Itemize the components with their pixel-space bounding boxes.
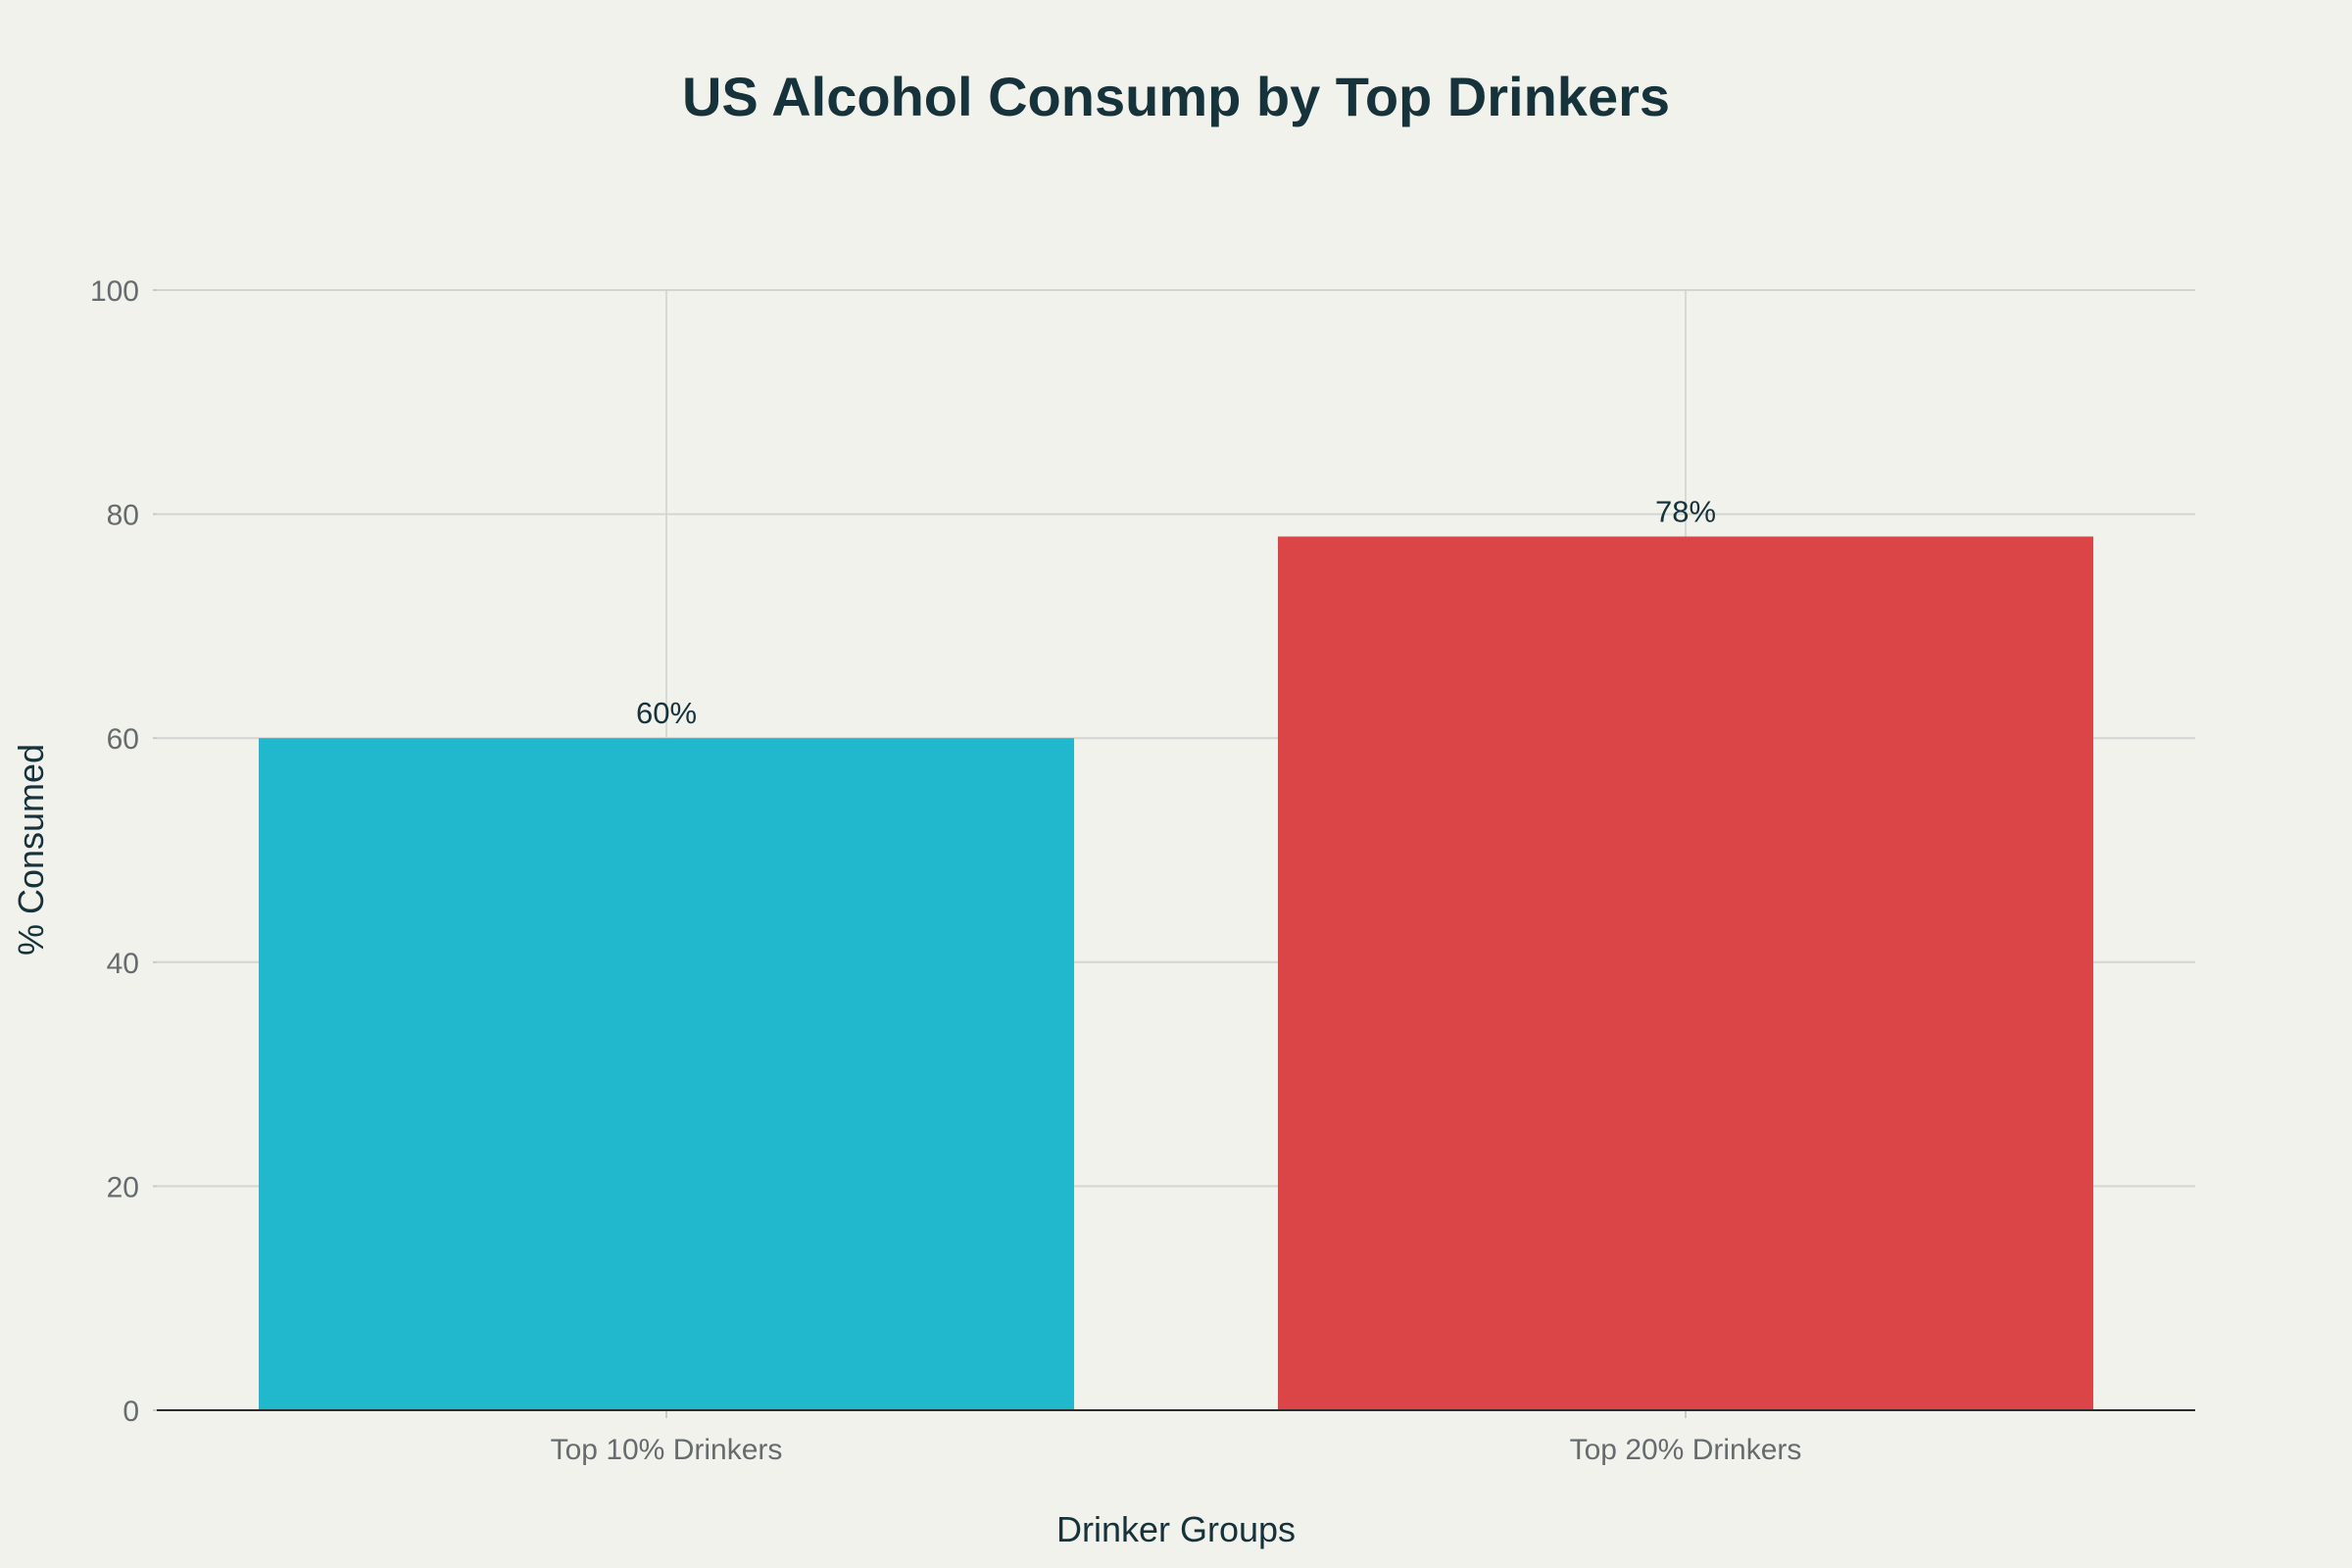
y-tick-labels: 0 20 40 60 80 100 — [90, 275, 139, 1428]
x-axis-title: Drinker Groups — [1056, 1509, 1296, 1549]
bars-layer — [259, 536, 2093, 1410]
data-labels: 60% 78% — [636, 494, 1716, 730]
y-axis-title: % Consumed — [11, 744, 51, 956]
data-label-2: 78% — [1655, 494, 1716, 528]
y-tick-label: 100 — [90, 275, 139, 308]
bar-1 — [259, 738, 1074, 1410]
y-tick-label: 80 — [107, 500, 139, 532]
x-tick-label: Top 10% Drinkers — [551, 1434, 783, 1466]
y-tick-label: 0 — [122, 1396, 139, 1428]
data-label-1: 60% — [636, 696, 697, 730]
x-tick-label: Top 20% Drinkers — [1570, 1434, 1802, 1466]
y-tick-label: 20 — [107, 1171, 139, 1203]
x-tick-labels: Top 10% Drinkers Top 20% Drinkers — [551, 1434, 1802, 1466]
y-tick-label: 40 — [107, 948, 139, 980]
y-tick-label: 60 — [107, 723, 139, 756]
bar-2 — [1278, 536, 2093, 1410]
chart-title: US Alcohol Consump by Top Drinkers — [682, 66, 1670, 127]
axis-layer — [153, 289, 2195, 1418]
